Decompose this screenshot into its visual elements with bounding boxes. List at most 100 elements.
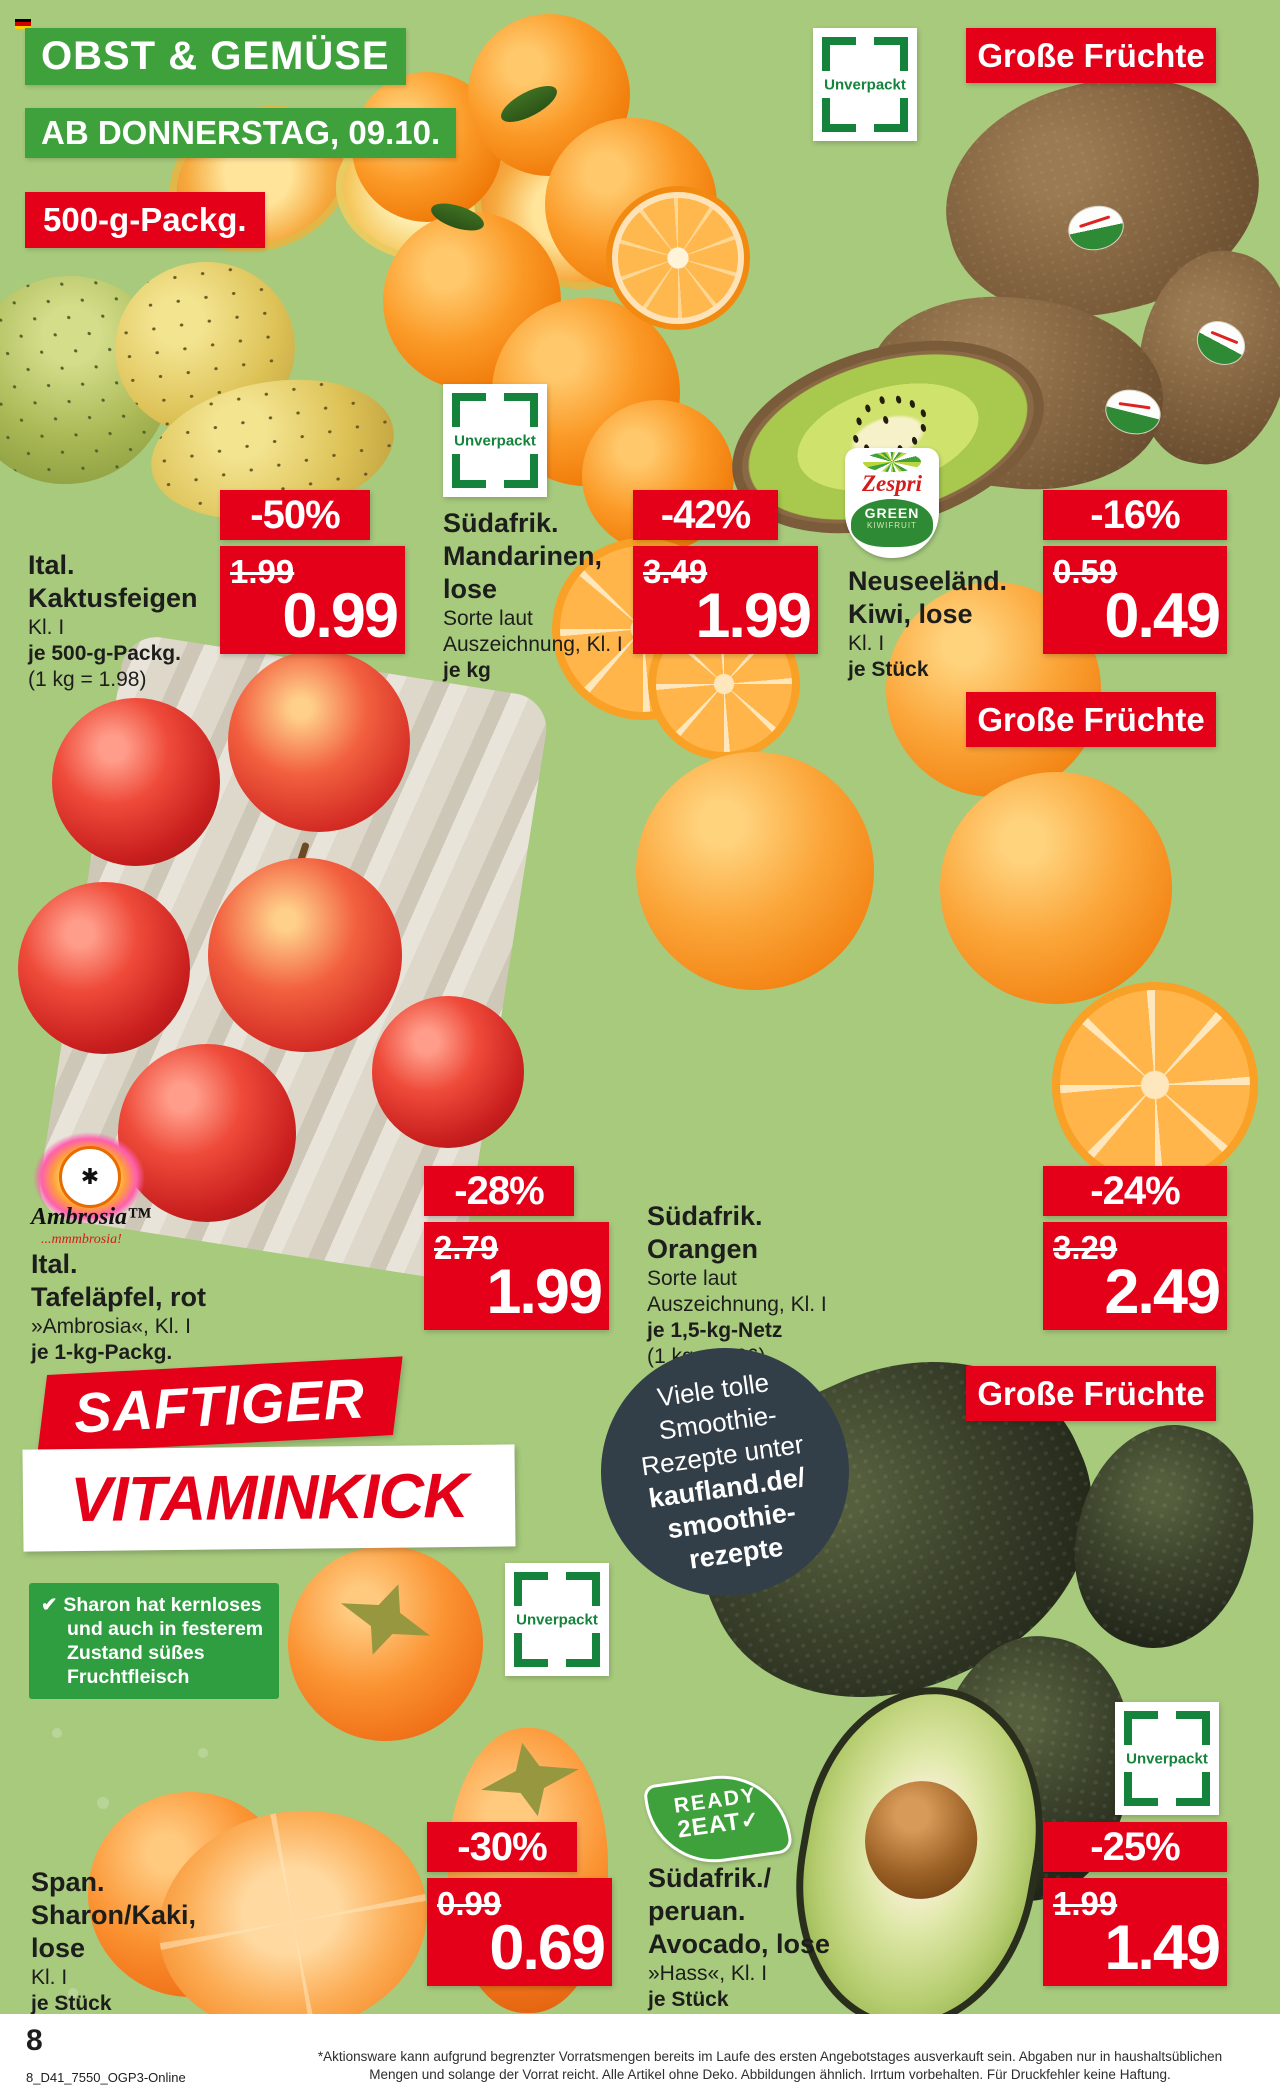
price-box-kaktusfeigen: 1.99 0.99	[220, 546, 405, 654]
avocado-pit	[855, 1772, 987, 1908]
page-subtitle: AB DONNERSTAG, 09.10.	[25, 108, 457, 158]
product-name-line: Südafrik.	[647, 1201, 763, 1231]
grosse-fruechte-banner: Große Früchte	[966, 1366, 1216, 1421]
product-unit: je Stück	[648, 1988, 729, 2011]
product-unit: je kg	[443, 659, 491, 682]
photo-apfel	[372, 996, 524, 1148]
unverpackt-badge-mandarinen: Unverpackt	[443, 384, 547, 497]
grosse-fruechte-label: Große Früchte	[977, 700, 1205, 738]
promo-text-saftiger: SAFTIGER	[72, 1365, 368, 1445]
product-detail: Kl. I	[848, 632, 885, 655]
sticker-mark	[1210, 330, 1238, 345]
kiwi-seeds	[882, 415, 890, 425]
page-subtitle-text: AB DONNERSTAG, 09.10.	[41, 114, 441, 151]
discount-value: -25%	[1090, 1824, 1180, 1869]
product-name-line: Mandarinen,	[443, 541, 603, 571]
product-info-orangen: Südafrik. Orangen Sorte laut Auszeichnun…	[647, 1200, 827, 1370]
discount-badge-tafelaepfel: -28%	[424, 1166, 574, 1216]
ambrosia-brand-name: Ambrosia™	[31, 1204, 152, 1230]
grosse-fruechte-label: Große Früchte	[977, 1374, 1205, 1412]
discount-value: -24%	[1090, 1168, 1180, 1213]
bracket-icon	[514, 1633, 548, 1667]
bracket-icon	[514, 1572, 548, 1606]
current-price: 0.99	[282, 581, 399, 651]
product-name-line: Avocado, lose	[648, 1929, 831, 1959]
sticker-mark	[1078, 214, 1111, 228]
german-flag-icon	[15, 19, 31, 29]
current-price: 1.99	[486, 1257, 603, 1327]
discount-badge-kaktusfeigen: -50%	[220, 490, 370, 540]
ambrosia-logo: ✱ Ambrosia™ ...mmmbrosia!	[31, 1132, 152, 1256]
checkmark-icon: ✔	[41, 1594, 58, 1616]
zespri-brand-name: Zespri	[861, 471, 923, 496]
product-unit: je Stück	[848, 658, 929, 681]
old-price: 0.59	[1053, 553, 1118, 590]
old-price: 3.29	[1053, 1229, 1118, 1266]
print-code: 8_D41_7550_OGP3-Online	[26, 2070, 186, 2085]
grosse-fruechte-banner: Große Früchte	[966, 692, 1216, 747]
product-info-kaktusfeigen: Ital. Kaktusfeigen Kl. I je 500-g-Packg.…	[28, 549, 198, 693]
bracket-icon	[822, 37, 856, 71]
pack-size-badge: 500-g-Packg.	[25, 192, 265, 248]
product-info-sharon: Span. Sharon/Kaki, lose Kl. I je Stück	[31, 1866, 196, 2017]
page-number: 8	[26, 2024, 43, 2057]
photo-apfel	[52, 698, 220, 866]
unverpackt-badge-avocado: Unverpackt	[1115, 1702, 1219, 1815]
bracket-icon	[874, 98, 908, 132]
pack-size-text: 500-g-Packg.	[43, 201, 247, 238]
product-unit: je Stück	[31, 1992, 112, 2015]
unverpackt-badge-sharon: Unverpackt	[505, 1563, 609, 1676]
discount-badge-kiwi: -16%	[1043, 490, 1227, 540]
disclaimer-line: *Aktionsware kann aufgrund begrenzter Vo…	[317, 2049, 1223, 2064]
product-unit: je 500-g-Packg.	[28, 642, 181, 665]
current-price: 0.69	[489, 1913, 606, 1983]
product-info-tafelaepfel: Ital. Tafeläpfel, rot »Ambrosia«, Kl. I …	[31, 1248, 206, 1366]
checkmark-icon: ✓	[738, 1806, 762, 1834]
bracket-icon	[504, 454, 538, 488]
photo-orange	[636, 752, 874, 990]
bracket-icon	[874, 37, 908, 71]
bracket-icon	[504, 393, 538, 427]
photo-orange	[940, 772, 1172, 1004]
zespri-logo: Zespri GREEN KIWIFRUIT	[845, 448, 939, 558]
bracket-icon	[452, 393, 486, 427]
bracket-icon	[566, 1633, 600, 1667]
product-name-line: lose	[443, 574, 498, 604]
product-name-line: Kiwi, lose	[848, 599, 973, 629]
discount-value: -16%	[1090, 492, 1180, 537]
zespri-leaves-icon	[863, 452, 921, 472]
discount-badge-mandarinen: -42%	[633, 490, 778, 540]
current-price: 0.49	[1104, 581, 1221, 651]
page-footer: 8 8_D41_7550_OGP3-Online *Aktionsware ka…	[0, 2014, 1280, 2094]
product-note: (1 kg = 1.98)	[28, 668, 147, 691]
unverpackt-label: Unverpackt	[454, 432, 536, 449]
discount-value: -42%	[660, 492, 751, 537]
old-price: 1.99	[230, 553, 295, 590]
price-box-orangen: 3.29 2.49	[1043, 1222, 1227, 1330]
discount-badge-sharon: -30%	[427, 1822, 577, 1872]
bracket-icon	[822, 98, 856, 132]
product-name-line: Kaktusfeigen	[28, 583, 198, 613]
grosse-fruechte-banner: Große Früchte	[966, 28, 1216, 83]
page-title-text: OBST & GEMÜSE	[41, 34, 390, 78]
promo-banner-saftiger: SAFTIGER	[37, 1356, 403, 1454]
product-name-line: Tafeläpfel, rot	[31, 1282, 207, 1312]
product-detail: Kl. I	[31, 1966, 68, 1989]
price-box-avocado: 1.99 1.49	[1043, 1878, 1227, 1986]
photo-sharon	[288, 1546, 483, 1741]
current-price: 1.99	[695, 581, 812, 651]
product-info-kiwi: Neuseeländ. Kiwi, lose Kl. I je Stück	[848, 565, 1007, 683]
product-name-line: Südafrik./	[648, 1863, 772, 1893]
product-detail: Auszeichnung, Kl. I	[443, 633, 623, 656]
bracket-icon	[566, 1572, 600, 1606]
promo-text-vitaminkick: VITAMINKICK	[69, 1460, 469, 1536]
photo-mandarine-half	[612, 192, 744, 324]
price-box-kiwi: 0.59 0.49	[1043, 546, 1227, 654]
price-box-mandarinen: 3.49 1.99	[633, 546, 818, 654]
photo-apfel	[228, 650, 410, 832]
photo-apfel	[18, 882, 190, 1054]
sticker-mark	[1118, 401, 1151, 410]
product-info-avocado: Südafrik./ peruan. Avocado, lose »Hass«,…	[648, 1862, 830, 2013]
product-detail: Sorte laut	[647, 1267, 737, 1290]
